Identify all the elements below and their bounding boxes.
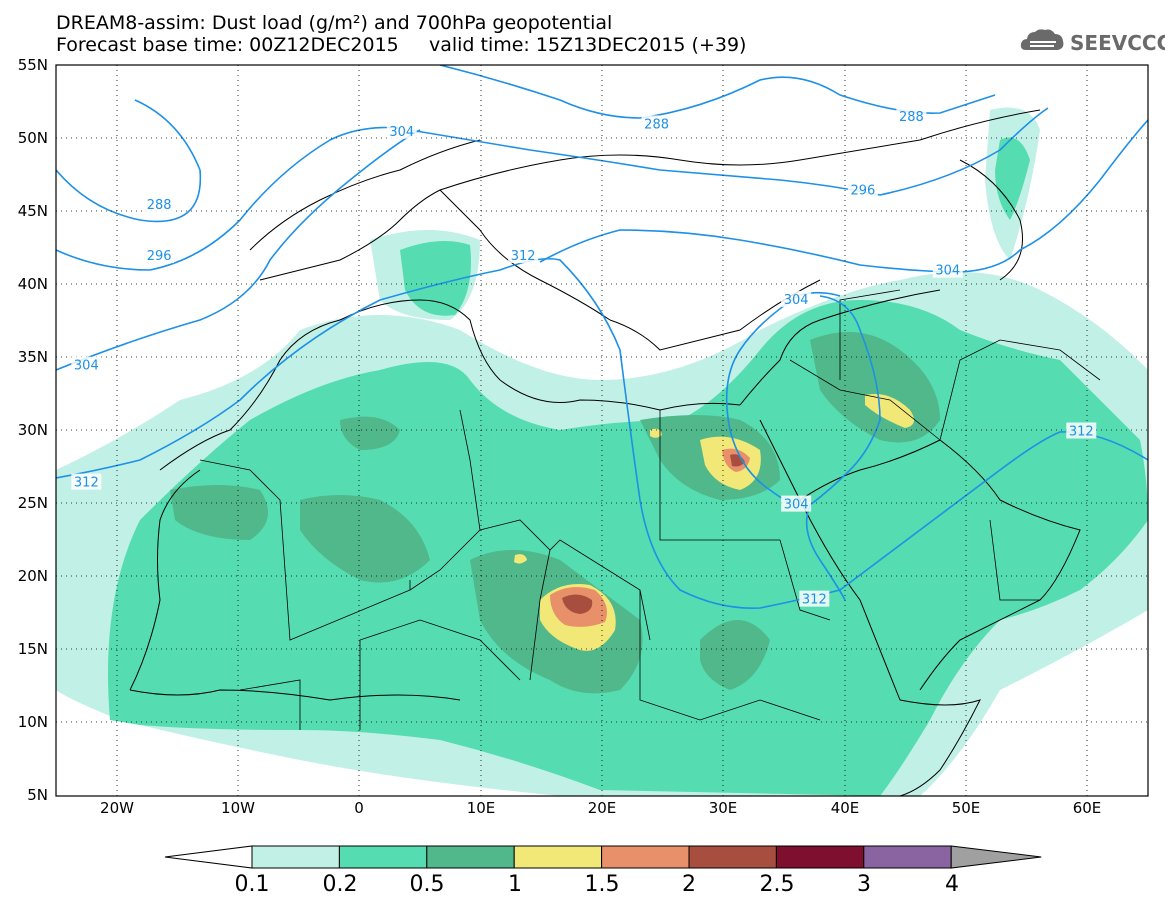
map-plot-area: 304 312 288 296 304 312 288 288 296 304 304 312 304 3… <box>56 65 1148 796</box>
contour-label-bg <box>386 122 417 139</box>
lon-label: 20E <box>587 799 617 817</box>
lat-label: 35N <box>17 348 48 366</box>
colorbar-swatch <box>863 845 952 869</box>
contour-label: 304 <box>389 125 414 140</box>
graticule <box>56 65 1148 796</box>
contour-label: 296 <box>147 249 172 264</box>
contour-label: 288 <box>644 117 669 132</box>
colorbar-swatch <box>688 845 777 869</box>
colorbar-label: 1.5 <box>584 872 620 897</box>
contour-label: 288 <box>899 110 924 125</box>
colorbar-swatch <box>338 845 428 869</box>
contour-label-bg <box>799 590 830 607</box>
lat-label: 40N <box>17 275 48 293</box>
logo-text: SEEVCCC <box>1070 31 1165 55</box>
colorbar-label: 4 <box>945 872 959 897</box>
colorbar-right-triangle <box>950 845 1042 869</box>
contour-label: 312 <box>74 476 99 491</box>
contour-label-bg <box>781 495 812 512</box>
lon-label: 10E <box>466 799 496 817</box>
colorbar-label: 3 <box>857 872 871 897</box>
colorbar-label: 1 <box>508 872 522 897</box>
lon-label: 40E <box>830 799 860 817</box>
coastlines <box>129 109 1081 796</box>
colorbar-swatch <box>775 845 865 869</box>
contour-label: 304 <box>935 264 960 279</box>
contour-label-bg <box>641 115 672 132</box>
lat-label: 45N <box>17 202 48 220</box>
contour-label: 296 <box>850 183 875 198</box>
lat-label: 20N <box>17 567 48 585</box>
map-subtitle: Forecast base time: 00Z12DEC2015 valid t… <box>56 34 747 56</box>
colorbar-label: 0.5 <box>409 872 445 897</box>
colorbar-swatch <box>601 845 690 869</box>
colorbar-swatch <box>513 845 603 869</box>
lat-label: 25N <box>17 494 48 512</box>
lat-label: 5N <box>27 786 48 804</box>
country-borders <box>199 289 1101 730</box>
contour-label-bg <box>847 181 878 198</box>
contour-labels: 304 312 288 296 304 312 288 288 296 304 304 312 304 3… <box>71 108 1097 608</box>
contour-label-bg <box>144 195 175 212</box>
colorbar-label: 2.5 <box>759 872 795 897</box>
lon-label: 0 <box>354 799 364 817</box>
lat-label: 55N <box>17 56 48 74</box>
lon-label: 20W <box>100 799 134 817</box>
contour-label: 312 <box>511 249 536 264</box>
contour-label: 304 <box>784 498 809 513</box>
contour-label: 304 <box>784 293 809 308</box>
contour-label-bg <box>144 247 175 264</box>
colorbar-swatch <box>251 845 340 869</box>
contour-label-bg <box>896 108 927 125</box>
contour-label: 288 <box>147 198 172 213</box>
contour-label: 304 <box>74 359 99 374</box>
cloud-icon <box>1020 29 1064 50</box>
lat-label: 15N <box>17 640 48 658</box>
contour-label-bg <box>781 290 812 307</box>
lon-label: 60E <box>1072 799 1102 817</box>
lon-label: 30E <box>708 799 738 817</box>
colorbar-label: 0.2 <box>322 872 358 897</box>
contour-label-bg <box>1066 422 1097 439</box>
colorbar-label: 2 <box>682 872 696 897</box>
colorbar-swatch <box>426 845 515 869</box>
contour-label-bg <box>71 356 102 373</box>
colorbar-left-triangle <box>164 845 253 869</box>
lon-label: 50E <box>951 799 981 817</box>
colorbar <box>164 845 1042 869</box>
contour-label: 312 <box>1069 425 1094 440</box>
seevccc-logo: SEEVCCC <box>1018 24 1165 58</box>
colorbar-label: 0.1 <box>234 872 270 897</box>
lat-label: 50N <box>17 129 48 147</box>
lat-label: 30N <box>17 421 48 439</box>
contour-label-bg <box>71 473 102 490</box>
lat-label: 10N <box>17 713 48 731</box>
lon-label: 10W <box>221 799 255 817</box>
map-frame <box>55 64 1149 797</box>
contour-label-bg <box>932 261 963 278</box>
contour-label: 312 <box>802 593 827 608</box>
geopotential-contours <box>56 65 1148 609</box>
map-title: DREAM8-assim: Dust load (g/m²) and 700hP… <box>56 12 613 34</box>
contour-label-bg <box>508 247 539 264</box>
